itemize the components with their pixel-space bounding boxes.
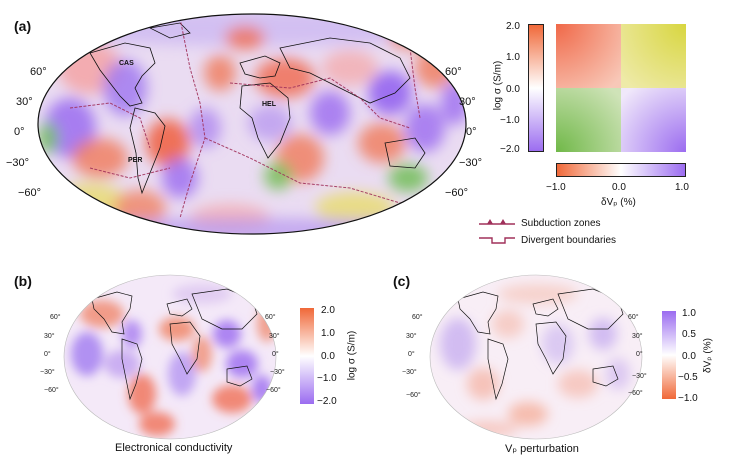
bivariate-colorbar-x — [556, 163, 686, 177]
panel-c-label: (c) — [393, 273, 411, 289]
cb-c-tick-05: 0.5 — [682, 329, 696, 340]
legend-divergent: Divergent boundaries — [521, 235, 617, 246]
cb-y-tick-m2: −2.0 — [500, 144, 520, 155]
lat-right-a-30: 30° — [459, 96, 476, 108]
lat-left-a-m60: −60° — [18, 187, 42, 199]
panel-c-map — [429, 274, 643, 440]
divergent-boundaries-icon — [479, 237, 515, 244]
lat-left-b-60: 60° — [50, 314, 61, 321]
cb-x-tick-0: 0.0 — [612, 182, 626, 193]
cb-x-tick-m1: −1.0 — [546, 182, 566, 193]
cb-y-tick-m1: −1.0 — [500, 115, 520, 126]
cb-x-label: δVₚ (%) — [601, 197, 636, 208]
panel-a-map — [37, 13, 467, 235]
lat-right-b-m30: −30° — [270, 369, 285, 376]
cb-y-tick-1: 1.0 — [506, 52, 520, 63]
lat-left-b-m30: −30° — [40, 369, 55, 376]
bivariate-colorbar-y — [528, 24, 544, 152]
cb-c-tick-m05: −0.5 — [678, 372, 698, 383]
cb-b-tick-m2: −2.0 — [317, 396, 337, 407]
cb-y-tick-2: 2.0 — [506, 21, 520, 32]
lat-right-c-60: 60° — [628, 314, 639, 321]
lat-left-c-60: 60° — [412, 314, 423, 321]
lat-left-a-m30: −30° — [6, 157, 30, 169]
cb-c-label: δVₚ (%) — [702, 338, 714, 373]
panel-b-map — [63, 274, 277, 440]
lat-left-c-m30: −30° — [402, 369, 417, 376]
lat-right-b-30: 30° — [269, 333, 280, 340]
lat-right-c-0: 0° — [636, 351, 643, 358]
lat-right-a-m30: −30° — [459, 157, 483, 169]
lat-left-a-0: 0° — [14, 126, 25, 138]
lat-left-b-0: 0° — [44, 351, 51, 358]
lat-left-b-m60: −60° — [44, 387, 59, 394]
lat-right-c-30: 30° — [632, 333, 643, 340]
cb-c-tick-1: 1.0 — [682, 308, 696, 319]
cb-c-tick-0: 0.0 — [682, 351, 696, 362]
cb-c-tick-m1: −1.0 — [678, 393, 698, 404]
legend-subduction: Subduction zones — [521, 218, 601, 229]
lat-right-a-60: 60° — [445, 66, 462, 78]
lat-left-a-30: 30° — [16, 96, 33, 108]
lat-right-c-m60: −60° — [628, 390, 643, 397]
lat-right-b-m60: −60° — [266, 387, 281, 394]
lat-left-c-0: 0° — [408, 351, 415, 358]
lat-right-a-m60: −60° — [445, 187, 469, 199]
bivariate-square — [556, 24, 686, 152]
panel-a-label: (a) — [14, 18, 32, 34]
cb-b-tick-0: 0.0 — [321, 351, 335, 362]
lat-right-b-60: 60° — [265, 314, 276, 321]
subduction-zones-icon — [479, 219, 515, 225]
location-hel: HEL — [262, 101, 276, 108]
location-cas: CAS — [119, 60, 134, 67]
lat-right-a-0: 0° — [466, 126, 477, 138]
colorbar-c — [662, 311, 676, 399]
lat-left-b-30: 30° — [44, 333, 55, 340]
colorbar-b — [300, 308, 314, 404]
lat-left-c-30: 30° — [406, 333, 417, 340]
caption-b: Electronical conductivity — [115, 442, 233, 454]
cb-y-tick-0: 0.0 — [506, 84, 520, 95]
lat-left-a-60: 60° — [30, 66, 47, 78]
cb-b-tick-m1: −1.0 — [317, 373, 337, 384]
lat-left-c-m60: −60° — [406, 392, 421, 399]
cb-b-tick-1: 1.0 — [321, 328, 335, 339]
cb-x-tick-1: 1.0 — [675, 182, 689, 193]
cb-b-tick-2: 2.0 — [321, 305, 335, 316]
lat-right-b-0: 0° — [272, 351, 279, 358]
cb-b-label: log σ (S/m) — [346, 330, 358, 381]
caption-c: Vₚ perturbation — [505, 443, 579, 455]
location-per: PER — [128, 157, 143, 164]
cb-y-label: log σ (S/m) — [492, 60, 504, 111]
lat-right-c-m30: −30° — [632, 373, 647, 380]
panel-b-label: (b) — [14, 273, 32, 289]
